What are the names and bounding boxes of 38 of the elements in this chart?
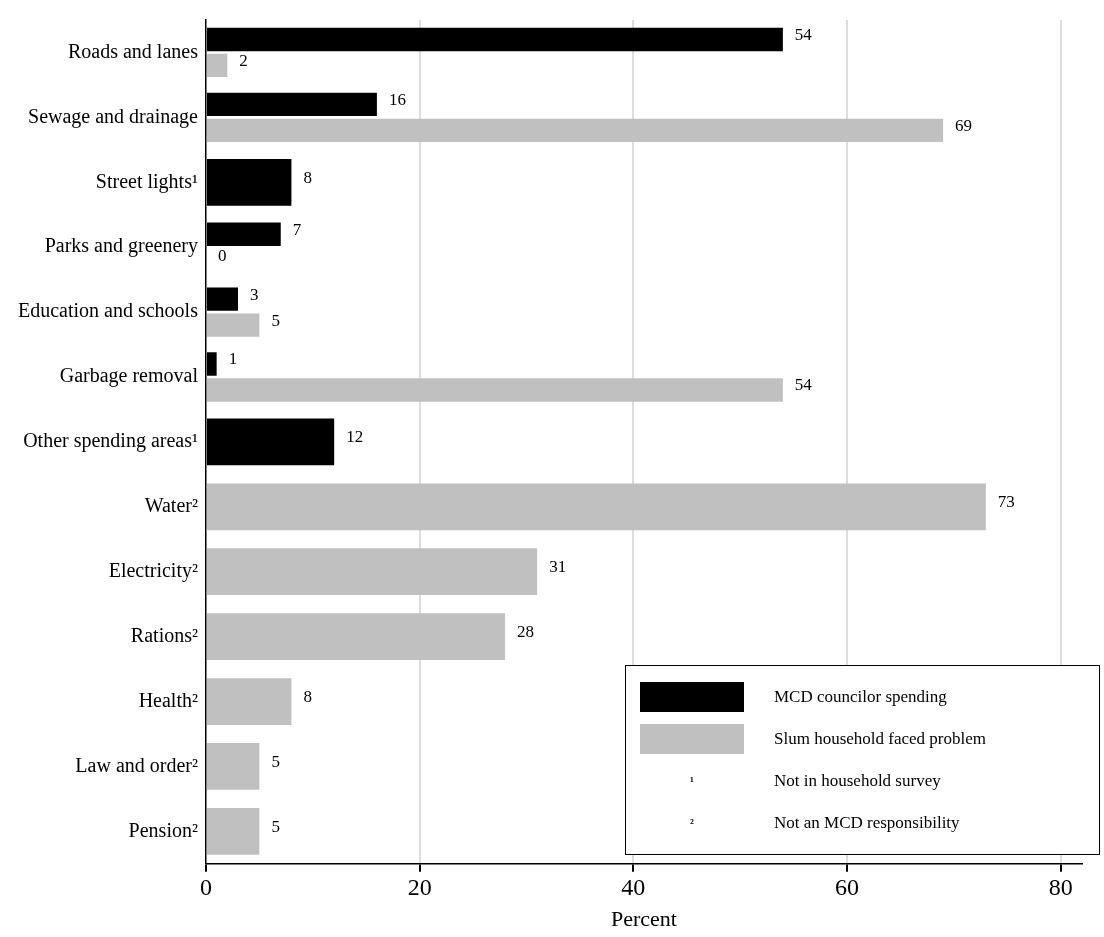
- y-tick-label: Roads and lanes: [67, 39, 199, 62]
- y-tick-label: Water²: [144, 494, 198, 517]
- data-label: 54: [794, 24, 813, 44]
- data-label: 7: [292, 219, 302, 239]
- data-label: 8: [303, 687, 312, 706]
- data-label: 5: [271, 310, 280, 330]
- data-label: 3: [250, 284, 259, 304]
- y-tick-label: Health²: [138, 688, 198, 711]
- x-tick-label: 60: [834, 874, 859, 901]
- data-label: 2: [239, 50, 248, 70]
- y-tick-label: Pension²: [128, 818, 198, 841]
- y-tick-label: Sewage and drainage: [28, 104, 199, 128]
- data-label: 1: [228, 349, 238, 369]
- y-tick-label: Rations²: [130, 623, 198, 646]
- data-label: 28: [517, 622, 535, 642]
- data-label: 16: [388, 89, 406, 109]
- data-label: 69: [955, 115, 973, 135]
- data-label: 54: [794, 375, 813, 395]
- x-tick-label: 80: [1048, 874, 1073, 901]
- x-tick-label: 40: [621, 874, 646, 901]
- y-tick-label: Parks and greenery: [44, 234, 198, 258]
- data-label: 5: [271, 751, 280, 771]
- legend-box: MCD councilor spending Slum household faced problem ¹ Not in household survey ² Not an MCD responsibility: [625, 665, 1100, 855]
- data-label: 5: [271, 816, 280, 836]
- data-label: 73: [997, 492, 1015, 512]
- data-label: 12: [346, 427, 364, 447]
- data-label: 0: [217, 245, 227, 265]
- y-tick-label: Electricity²: [108, 558, 198, 582]
- x-axis-title: Percent: [611, 905, 677, 931]
- y-tick-label: Street lights¹: [95, 169, 198, 193]
- x-tick-label: 20: [407, 874, 432, 901]
- data-label: 31: [549, 557, 567, 577]
- y-tick-label: Other spending areas¹: [23, 429, 198, 453]
- y-tick-label: Garbage removal: [59, 364, 199, 388]
- data-label: 8: [303, 167, 312, 187]
- y-tick-label: Law and order²: [75, 753, 198, 776]
- y-tick-label: Education and schools: [17, 299, 199, 322]
- x-tick-label: 0: [199, 874, 212, 901]
